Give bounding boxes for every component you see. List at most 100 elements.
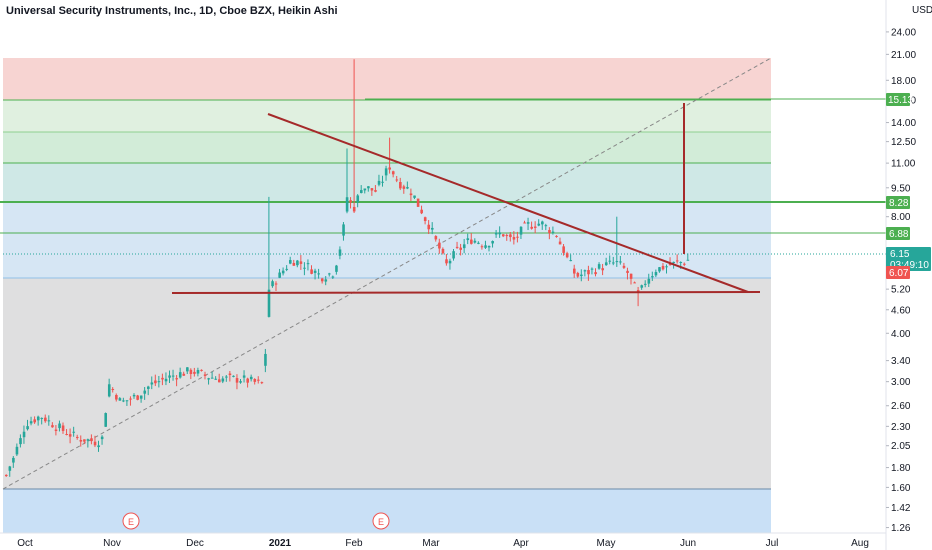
candle-body xyxy=(335,265,338,272)
svg-text:15.13: 15.13 xyxy=(888,95,913,106)
candle-body xyxy=(342,224,345,236)
candle-body xyxy=(72,431,76,433)
earnings-marker-2[interactable]: E xyxy=(372,512,390,530)
candle-body xyxy=(431,227,434,230)
candle-body xyxy=(164,378,168,382)
candle-body xyxy=(679,262,683,264)
candle-body xyxy=(473,240,477,243)
candle-body xyxy=(416,198,420,207)
candle-body xyxy=(477,242,480,244)
candle-body xyxy=(65,434,68,436)
candle-body xyxy=(139,395,143,399)
candle-body xyxy=(551,231,555,233)
candle-body xyxy=(61,425,65,431)
candle-body xyxy=(285,268,289,270)
x-tick-label: Nov xyxy=(103,538,121,549)
y-tick-label: 8.00 xyxy=(891,212,911,223)
y-tick-labels: 24.0021.0018.0016.0014.0012.5011.009.508… xyxy=(886,27,916,534)
candle-body xyxy=(484,245,487,248)
candle-body xyxy=(235,378,239,383)
candle-body xyxy=(22,431,26,438)
candle-body xyxy=(289,260,292,264)
candle-body xyxy=(459,247,462,250)
candle-body xyxy=(214,378,218,380)
candle-body xyxy=(331,276,335,278)
candle-body xyxy=(320,278,324,282)
candle-body xyxy=(264,353,267,366)
y-tick-label: 4.60 xyxy=(891,305,911,316)
x-tick-label: Dec xyxy=(186,538,204,549)
candle-body xyxy=(196,369,200,374)
candle-body xyxy=(470,239,473,244)
candle-body xyxy=(225,376,228,378)
candle-body xyxy=(100,436,104,440)
candle-body xyxy=(228,373,232,376)
x-tick-label: Aug xyxy=(851,538,869,549)
candle-body xyxy=(573,268,576,274)
candle-body xyxy=(629,273,633,279)
candle-body xyxy=(434,236,438,240)
candle-body xyxy=(523,222,526,224)
candle-body xyxy=(132,394,136,397)
candle-body xyxy=(26,426,29,430)
candle-body xyxy=(640,285,644,288)
y-tick-label: 1.42 xyxy=(891,503,911,514)
candle-body xyxy=(115,395,118,400)
candle-body xyxy=(86,439,90,441)
x-tick-label: Mar xyxy=(422,538,440,549)
earnings-marker-1[interactable]: E xyxy=(122,512,140,530)
candle-body xyxy=(182,373,186,376)
candle-body xyxy=(97,445,100,448)
y-tick-label: 5.20 xyxy=(891,285,911,296)
candle-body xyxy=(200,369,203,371)
y-tick-label: 11.00 xyxy=(891,159,916,170)
candle-body xyxy=(278,272,281,278)
badge-last-price: 6.15 03:49:10 xyxy=(886,247,931,271)
candle-body xyxy=(441,248,445,254)
candle-body xyxy=(232,375,235,377)
candle-body xyxy=(519,226,523,235)
candle-body xyxy=(622,265,626,268)
y-tick-label: 1.80 xyxy=(891,463,911,474)
svg-text:8.28: 8.28 xyxy=(889,198,909,209)
candle-body xyxy=(597,264,601,269)
candle-body xyxy=(193,371,196,374)
candle-body xyxy=(281,270,285,274)
candle-body xyxy=(370,188,374,191)
candle-body xyxy=(661,265,665,270)
candle-body xyxy=(317,273,320,275)
candle-body xyxy=(402,186,406,189)
x-tick-label: Apr xyxy=(513,538,529,549)
candle-body xyxy=(587,270,590,275)
candle-body xyxy=(107,384,111,397)
candle-body xyxy=(40,417,44,419)
candle-body xyxy=(423,217,427,221)
candle-body xyxy=(420,209,423,214)
candle-body xyxy=(157,381,161,383)
candle-body xyxy=(76,436,79,438)
candle-body xyxy=(352,206,356,212)
candle-body xyxy=(324,279,328,282)
zone-grey xyxy=(3,278,771,489)
candle-body xyxy=(5,474,8,476)
candle-body xyxy=(186,367,189,372)
candle-body xyxy=(651,276,654,278)
candle-body xyxy=(267,289,271,317)
x-tick-label: May xyxy=(597,538,616,549)
candle-body xyxy=(612,262,615,264)
svg-text:6.88: 6.88 xyxy=(889,229,909,240)
candle-body xyxy=(672,261,675,263)
candle-body xyxy=(580,274,583,277)
candle-body xyxy=(150,382,154,385)
candle-body xyxy=(178,372,182,378)
candle-body xyxy=(54,429,58,431)
candle-body xyxy=(533,226,537,228)
candle-body xyxy=(395,179,399,181)
svg-text:6.15: 6.15 xyxy=(890,249,910,260)
candle-body xyxy=(125,400,129,402)
descending-trendline xyxy=(267,113,749,293)
candle-body xyxy=(356,195,360,203)
candle-body xyxy=(274,283,278,285)
candle-body xyxy=(239,381,242,383)
